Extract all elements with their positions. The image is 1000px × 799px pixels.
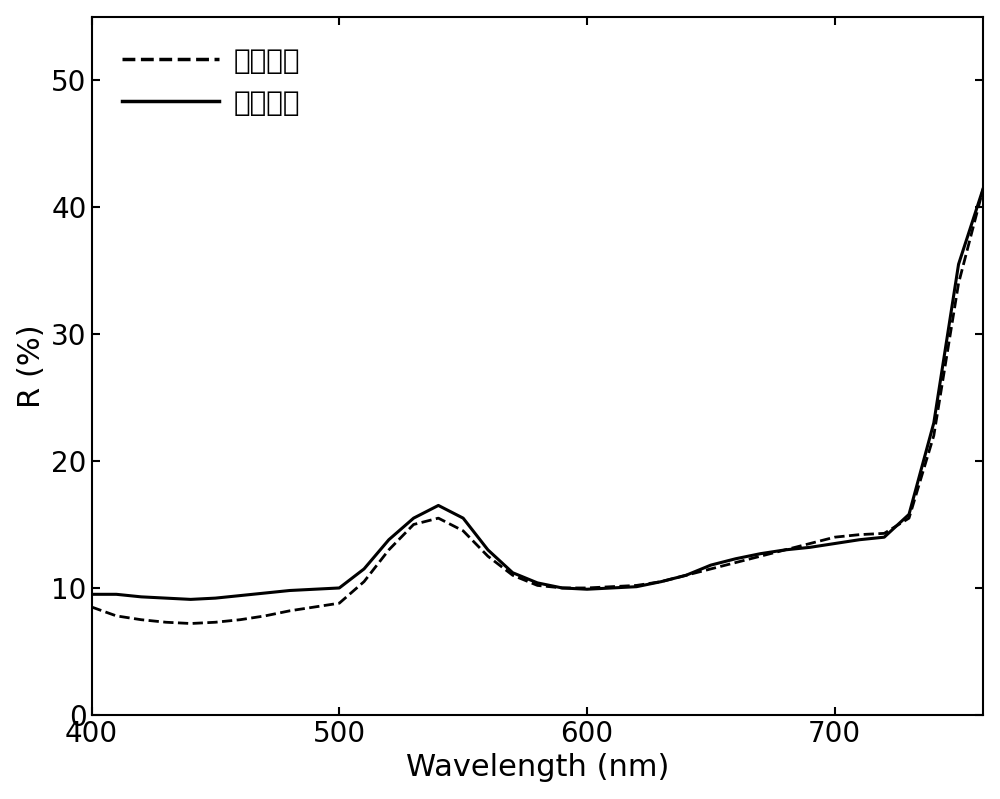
背景颜色	[804, 539, 816, 548]
背景颜色	[556, 583, 568, 593]
涂料颜色	[457, 513, 469, 523]
涂料颜色	[853, 535, 865, 544]
涂料颜色	[507, 568, 519, 578]
背景颜色	[829, 532, 841, 542]
涂料颜色	[903, 510, 915, 519]
背景颜色	[507, 570, 519, 580]
涂料颜色	[432, 501, 444, 511]
背景颜色	[135, 615, 147, 625]
背景颜色	[606, 582, 618, 591]
涂料颜色	[655, 577, 667, 586]
背景颜色	[333, 598, 345, 608]
背景颜色	[383, 545, 395, 555]
涂料颜色	[110, 590, 122, 599]
背景颜色	[531, 581, 543, 590]
涂料颜色	[531, 578, 543, 588]
涂料颜色	[953, 260, 965, 269]
涂料颜色	[556, 583, 568, 593]
涂料颜色	[631, 582, 643, 591]
背景颜色	[754, 551, 766, 561]
背景颜色	[209, 618, 221, 627]
背景颜色	[432, 513, 444, 523]
Line: 背景颜色: 背景颜色	[92, 188, 983, 623]
涂料颜色	[259, 588, 271, 598]
涂料颜色	[135, 592, 147, 602]
涂料颜色	[234, 590, 246, 600]
涂料颜色	[754, 549, 766, 559]
背景颜色	[680, 570, 692, 580]
涂料颜色	[86, 590, 98, 599]
涂料颜色	[829, 539, 841, 548]
涂料颜色	[606, 583, 618, 593]
背景颜色	[631, 581, 643, 590]
涂料颜色	[209, 594, 221, 603]
涂料颜色	[358, 564, 370, 574]
涂料颜色	[408, 513, 420, 523]
背景颜色	[977, 183, 989, 193]
背景颜色	[730, 558, 742, 567]
背景颜色	[779, 545, 791, 555]
Line: 涂料颜色: 涂料颜色	[92, 188, 983, 599]
背景颜色	[86, 602, 98, 612]
背景颜色	[358, 577, 370, 586]
涂料颜色	[779, 545, 791, 555]
涂料颜色	[705, 560, 717, 570]
Legend: 背景颜色, 涂料颜色: 背景颜色, 涂料颜色	[105, 30, 316, 133]
Y-axis label: R (%): R (%)	[17, 324, 46, 407]
涂料颜色	[878, 532, 890, 542]
背景颜色	[928, 431, 940, 440]
背景颜色	[259, 611, 271, 621]
X-axis label: Wavelength (nm): Wavelength (nm)	[406, 753, 669, 782]
涂料颜色	[383, 535, 395, 544]
涂料颜色	[309, 584, 321, 594]
背景颜色	[853, 530, 865, 539]
背景颜色	[581, 583, 593, 593]
涂料颜色	[160, 594, 172, 603]
涂料颜色	[185, 594, 197, 604]
涂料颜色	[482, 545, 494, 555]
涂料颜色	[284, 586, 296, 595]
背景颜色	[160, 618, 172, 627]
背景颜色	[655, 577, 667, 586]
涂料颜色	[928, 418, 940, 427]
涂料颜色	[977, 183, 989, 193]
背景颜色	[457, 526, 469, 535]
背景颜色	[953, 279, 965, 288]
涂料颜色	[581, 584, 593, 594]
背景颜色	[482, 551, 494, 561]
背景颜色	[309, 602, 321, 612]
背景颜色	[878, 529, 890, 539]
背景颜色	[903, 513, 915, 523]
背景颜色	[408, 519, 420, 529]
背景颜色	[234, 615, 246, 625]
背景颜色	[185, 618, 197, 628]
涂料颜色	[680, 570, 692, 580]
涂料颜色	[804, 543, 816, 552]
涂料颜色	[333, 583, 345, 593]
涂料颜色	[730, 554, 742, 563]
背景颜色	[110, 611, 122, 621]
背景颜色	[284, 606, 296, 615]
背景颜色	[705, 564, 717, 574]
